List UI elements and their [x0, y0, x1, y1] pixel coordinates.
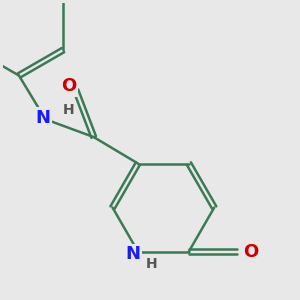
Text: H: H	[146, 256, 157, 271]
Text: O: O	[61, 77, 77, 95]
Text: O: O	[243, 243, 258, 261]
Text: N: N	[35, 109, 50, 127]
Text: N: N	[125, 245, 140, 263]
Text: H: H	[62, 103, 74, 117]
